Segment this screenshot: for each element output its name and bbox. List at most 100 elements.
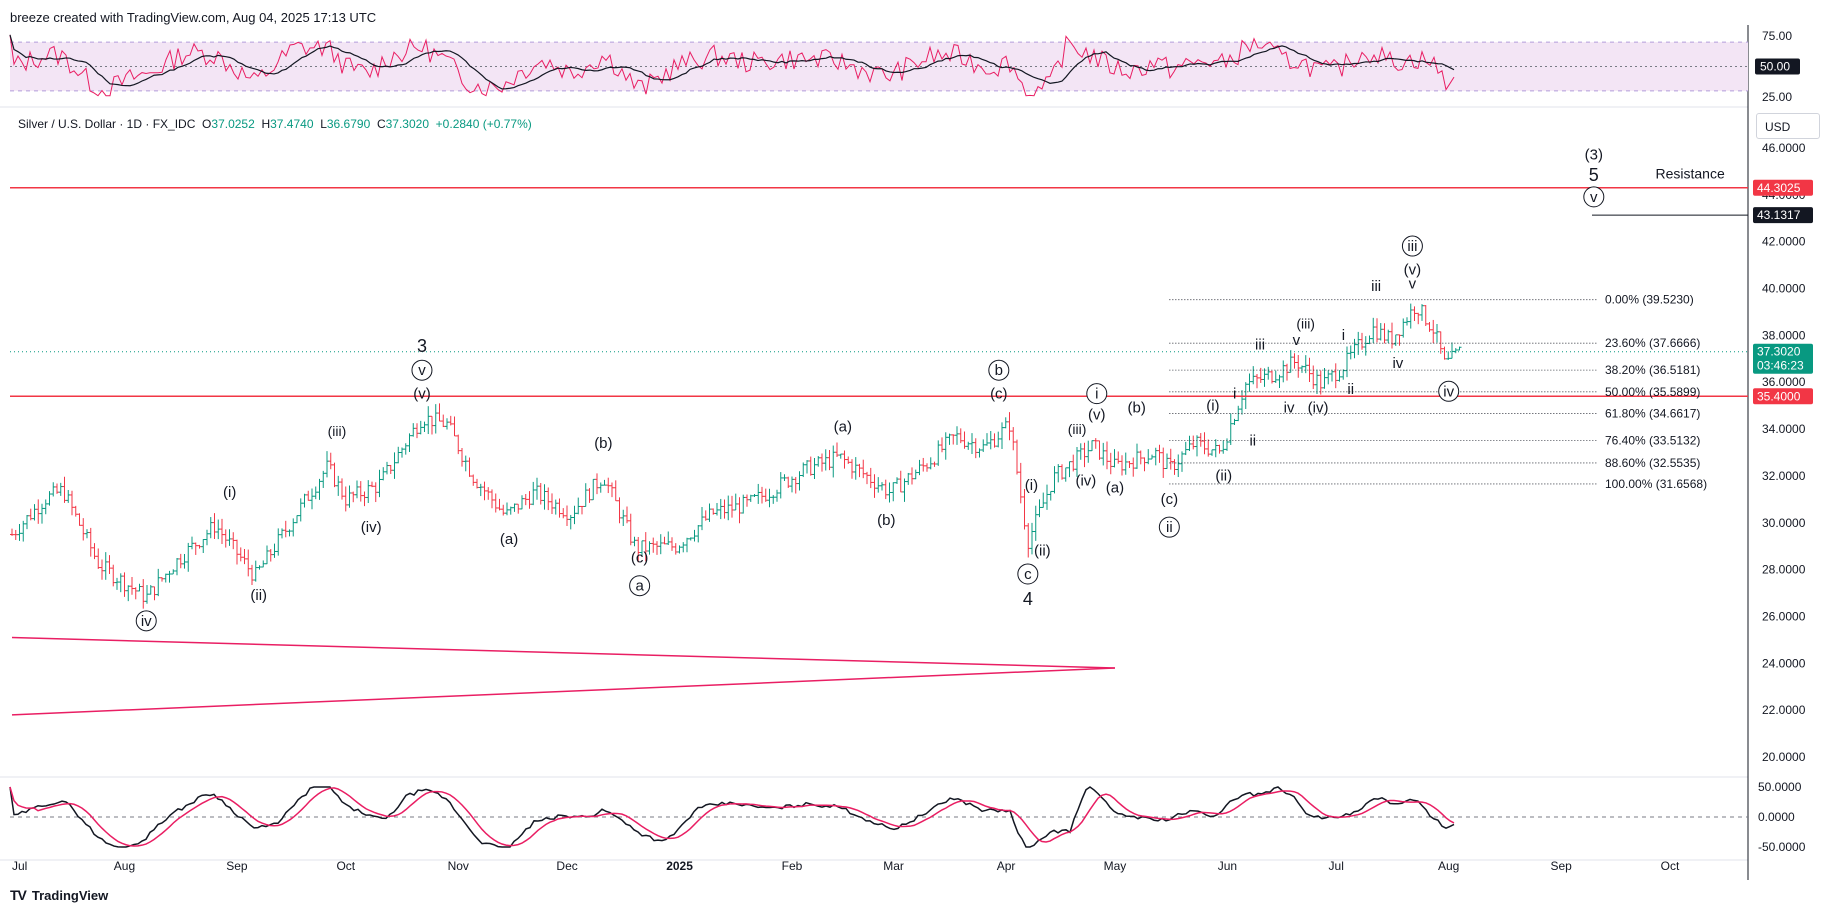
ohlc-bar [1041, 492, 1046, 508]
ohlc-bar [1427, 322, 1432, 332]
time-tick-label: May [1104, 859, 1127, 873]
ohlc-bar [647, 541, 652, 555]
time-tick-label: Jun [1218, 859, 1237, 873]
wave-label: (v) [413, 386, 431, 403]
ohlc-bar [261, 560, 266, 568]
ohlc-bar [186, 542, 191, 572]
ohlc-bar [62, 476, 67, 503]
ohlc-bar [1187, 435, 1192, 452]
ohlc-bar [767, 488, 772, 508]
ohlc-bar [1281, 360, 1286, 383]
ohlc-bar [1423, 305, 1428, 327]
price-tag-label: 43.1317 [1757, 208, 1801, 222]
ohlc-bar [880, 482, 884, 491]
ohlc-bar [182, 553, 187, 569]
ohlc-bar [452, 416, 457, 437]
ohlc-bar [1255, 373, 1259, 389]
ohlc-bar [1056, 464, 1061, 483]
price-tick-label: 20.0000 [1762, 750, 1806, 764]
ohlc-bar [1453, 348, 1458, 354]
ohlc-bar [516, 503, 521, 514]
ohlc-bar [373, 482, 378, 503]
time-tick-label: Feb [782, 859, 803, 873]
ohlc-bar [1236, 405, 1241, 422]
ohlc-bar [1446, 351, 1451, 360]
time-tick-label: Sep [1550, 859, 1572, 873]
ohlc-bar [1172, 459, 1177, 475]
ohlc-bar [666, 531, 671, 546]
price-tag [1753, 207, 1813, 224]
ohlc-bar [1352, 338, 1357, 359]
time-tick-label: Aug [114, 859, 135, 873]
ohlc-bar [148, 585, 153, 595]
ohlc-bar [486, 487, 491, 500]
rsi-line [9, 34, 1455, 97]
ohlc-bar [1105, 441, 1109, 470]
ohlc-bar [681, 542, 686, 553]
ohlc-bar [422, 421, 427, 432]
wave-label: (v) [1404, 261, 1422, 278]
ohlc-bar [1262, 368, 1267, 387]
rsi-tick-label: 25.00 [1762, 90, 1792, 104]
ohlc-bar [1202, 432, 1207, 455]
ohlc-bar [655, 541, 659, 555]
ohlc-bar [1303, 355, 1308, 374]
wave-label: (a) [1106, 479, 1124, 496]
ohlc-bar [1116, 451, 1121, 464]
ohlc-bar [493, 493, 498, 513]
ohlc-bar [223, 529, 228, 548]
ohlc-bar [1168, 448, 1173, 470]
ohlc-bar [1157, 444, 1162, 463]
ohlc-bar [1348, 345, 1353, 360]
ohlc-bar [1390, 322, 1394, 349]
price-tick-label: 40.0000 [1762, 282, 1806, 296]
wave-label: iii [1407, 238, 1417, 255]
price-tick-label: 30.0000 [1762, 516, 1806, 530]
ohlc-bar [587, 488, 592, 503]
ohlc-bar [51, 482, 56, 497]
ohlc-bar [167, 570, 172, 583]
price-pane: 0.00% (39.5230) 23.60% (37.6666) 38.20% (3… [9, 34, 1748, 848]
macd-signal-line [9, 786, 1455, 847]
wave-label-circle [411, 359, 433, 381]
macd-tick-label: 0.0000 [1758, 810, 1795, 824]
ohlc-bar [388, 465, 393, 474]
triangle-upper-line [11, 636, 1115, 669]
ohlc-bar [366, 480, 371, 504]
countdown-label: 03:46:23 [1757, 359, 1804, 373]
wave-label: ii [1249, 432, 1256, 449]
footer-brand[interactable]: TV TradingView [10, 887, 108, 903]
ohlc-bar [302, 493, 307, 508]
wave-label: ii [1166, 519, 1173, 536]
time-tick-label: Mar [883, 859, 904, 873]
ohlc-bar [400, 447, 404, 458]
ohlc-bar [966, 441, 971, 450]
ohlc-bar [471, 474, 476, 486]
wave-label: (iv) [361, 519, 382, 536]
symbol-name[interactable]: Silver / U.S. Dollar · 1D · FX_IDC [18, 117, 196, 131]
ohlc-bar [156, 568, 161, 597]
ohlc-bar [553, 499, 558, 515]
wave-label-circle [1017, 563, 1039, 585]
currency-selector[interactable]: USD [1756, 113, 1820, 139]
ohlc-bar [835, 442, 839, 458]
ohlc-bar [478, 483, 483, 497]
ohlc-bar [617, 497, 622, 524]
ohlc-bar [610, 482, 614, 498]
change-value: +0.2840 (+0.77%) [435, 117, 532, 131]
ohlc-bar [718, 498, 723, 520]
wave-label: v [1293, 332, 1301, 349]
ohlc-bar [801, 462, 806, 478]
rsi-current-label: 50.00 [1760, 60, 1790, 74]
price-axis: 46.000044.000042.000040.000038.000036.00… [12, 29, 1813, 873]
wave-label-circle [1158, 516, 1180, 538]
wave-label-circle [135, 610, 157, 632]
ohlc-bar [853, 457, 858, 480]
ohlc-bar [317, 478, 322, 500]
ohlc-bar [1405, 317, 1409, 326]
ohlc-bar [1412, 306, 1417, 321]
ohlc-bar [1146, 449, 1151, 465]
ohlc-bar [606, 477, 611, 494]
ohlc-bar [662, 536, 667, 545]
